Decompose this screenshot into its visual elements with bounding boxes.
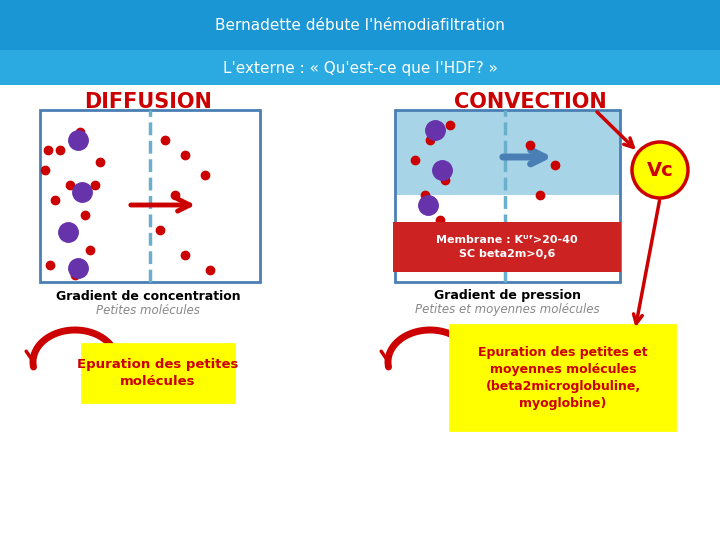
Text: Epuration des petites et
moyennes molécules
(beta2microglobuline,
myoglobine): Epuration des petites et moyennes molécu… — [478, 346, 648, 410]
Text: Petites molécules: Petites molécules — [96, 303, 200, 316]
Text: Gradient de concentration: Gradient de concentration — [55, 289, 240, 302]
Text: DIFFUSION: DIFFUSION — [84, 92, 212, 112]
FancyBboxPatch shape — [450, 325, 675, 430]
Text: CONVECTION: CONVECTION — [454, 92, 606, 112]
Text: L'externe : « Qu'est-ce que l'HDF? »: L'externe : « Qu'est-ce que l'HDF? » — [222, 60, 498, 76]
Circle shape — [632, 142, 688, 198]
Bar — [395, 110, 620, 282]
Text: Bernadette débute l'hémodiafiltration: Bernadette débute l'hémodiafiltration — [215, 17, 505, 32]
Text: Membrane : Kᵁᶠ>20-40
SC beta2m>0,6: Membrane : Kᵁᶠ>20-40 SC beta2m>0,6 — [436, 235, 578, 259]
Text: Gradient de pression: Gradient de pression — [433, 289, 580, 302]
Text: Epuration des petites
molécules: Epuration des petites molécules — [77, 358, 239, 388]
Bar — [0, 0, 720, 50]
Text: Vc: Vc — [647, 160, 673, 179]
Bar — [395, 110, 620, 195]
Bar — [0, 50, 720, 85]
FancyBboxPatch shape — [393, 222, 621, 272]
FancyBboxPatch shape — [82, 344, 234, 402]
Bar — [40, 110, 260, 282]
Text: Petites et moyennes molécules: Petites et moyennes molécules — [415, 303, 599, 316]
